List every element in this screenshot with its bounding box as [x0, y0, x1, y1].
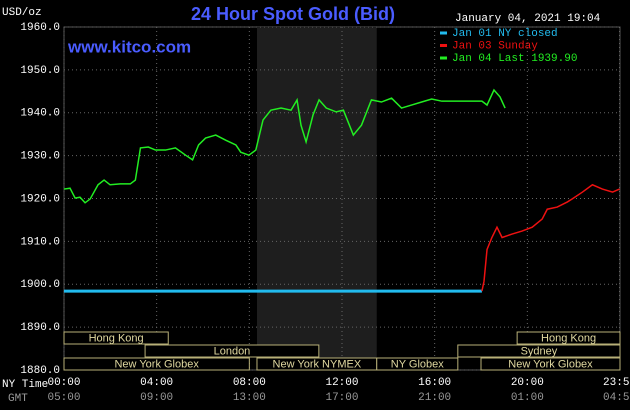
x-tick-label: 12:00 [325, 377, 358, 389]
y-tick-label: 1950.0 [20, 65, 60, 77]
x-tick-label: 04:00 [140, 377, 173, 389]
x-tick-label: 23:59 [603, 377, 630, 389]
x2-tick-label: 01:00 [511, 392, 544, 404]
watermark: www.kitco.com [67, 37, 191, 56]
x-tick-label: 00:00 [47, 377, 80, 389]
x2-tick-label: 04:59 [603, 392, 630, 404]
x2-tick-label: 05:00 [47, 392, 80, 404]
y-tick-label: 1900.0 [20, 279, 60, 291]
legend-label: Jan 04 Last 1939.90 [452, 53, 577, 65]
session-bar [376, 357, 459, 371]
legend-label: Jan 03 Sunday [452, 40, 538, 52]
session-bar [457, 344, 621, 358]
session-label: New York Globex [508, 358, 593, 370]
session-label: New York NYMEX [273, 358, 362, 370]
session-bar [63, 357, 250, 371]
x-tick-label: 08:00 [233, 377, 266, 389]
y-tick-label: 1960.0 [20, 22, 60, 34]
y-tick-label: 1880.0 [20, 365, 60, 377]
x-tick-label: 20:00 [511, 377, 544, 389]
session-bar [480, 357, 621, 371]
chart-title: 24 Hour Spot Gold (Bid) [191, 4, 395, 24]
session-label: Hong Kong [89, 332, 144, 344]
y-tick-label: 1930.0 [20, 151, 60, 163]
line [63, 88, 506, 204]
session-bar [63, 331, 169, 345]
y-axis-label: USD/oz [2, 7, 42, 19]
y-tick-label: 1920.0 [20, 193, 60, 205]
x2-axis-label: GMT [8, 393, 28, 405]
y-tick-label: 1890.0 [20, 322, 60, 334]
y-tick-label: 1910.0 [20, 236, 60, 248]
x2-tick-label: 17:00 [325, 392, 358, 404]
session-label: NY Globex [391, 358, 444, 370]
x2-tick-label: 21:00 [418, 392, 451, 404]
session-label: Hong Kong [541, 332, 596, 344]
session-bar [144, 344, 320, 358]
x2-tick-label: 13:00 [233, 392, 266, 404]
y-tick-label: 1940.0 [20, 108, 60, 120]
timestamp: January 04, 2021 19:04 [455, 13, 601, 25]
session-bar [516, 331, 621, 345]
legend-label: Jan 01 NY closed [452, 28, 558, 40]
session-label: London [214, 345, 251, 357]
session-label: Sydney [521, 345, 558, 357]
x2-tick-label: 09:00 [140, 392, 173, 404]
session-label: New York Globex [114, 358, 199, 370]
x-tick-label: 16:00 [418, 377, 451, 389]
line [481, 183, 620, 292]
x-axis-label: NY Time [2, 379, 48, 391]
